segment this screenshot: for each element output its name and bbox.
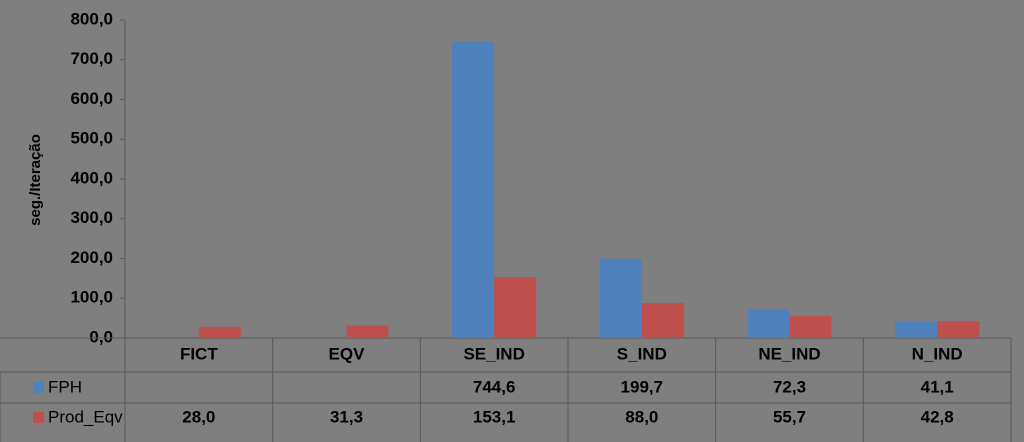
bar	[789, 315, 832, 338]
x-tick-label: N_IND	[912, 344, 963, 363]
y-tick-label: 700,0	[70, 49, 113, 68]
legend-marker	[33, 412, 44, 423]
x-tick-label: S_IND	[617, 344, 667, 363]
y-tick-label: 100,0	[70, 288, 113, 307]
x-tick-label: EQV	[329, 344, 366, 363]
bar	[937, 320, 980, 338]
legend-label: FPH	[48, 377, 82, 396]
table-value: 88,0	[625, 407, 658, 426]
y-tick-label: 0,0	[89, 327, 113, 346]
y-tick-label: 400,0	[70, 168, 113, 187]
table-value: 153,1	[473, 407, 516, 426]
x-tick-label: SE_IND	[463, 344, 524, 363]
table-value: 199,7	[621, 377, 664, 396]
y-tick-label: 200,0	[70, 248, 113, 267]
table-value: 72,3	[773, 377, 806, 396]
bar	[346, 325, 389, 338]
bar	[494, 277, 537, 338]
table-value: 28,0	[182, 407, 215, 426]
y-tick-label: 600,0	[70, 89, 113, 108]
bar	[895, 321, 938, 338]
bar	[452, 42, 495, 339]
bar	[599, 258, 642, 338]
table-value: 744,6	[473, 377, 516, 396]
y-axis-label: seg./Iteração	[27, 134, 44, 226]
y-tick-label: 300,0	[70, 208, 113, 227]
bar	[747, 309, 790, 338]
bar	[641, 303, 684, 338]
bar	[198, 326, 241, 338]
x-tick-label: NE_IND	[758, 344, 820, 363]
legend-label: Prod_Eqv	[48, 407, 123, 426]
table-value: 42,8	[921, 407, 954, 426]
y-tick-label: 500,0	[70, 129, 113, 148]
table-value: 41,1	[921, 377, 954, 396]
y-tick-label: 800,0	[70, 9, 113, 28]
table-value: 55,7	[773, 407, 806, 426]
legend-marker	[33, 382, 44, 393]
table-value: 31,3	[330, 407, 363, 426]
x-tick-label: FICT	[180, 344, 218, 363]
